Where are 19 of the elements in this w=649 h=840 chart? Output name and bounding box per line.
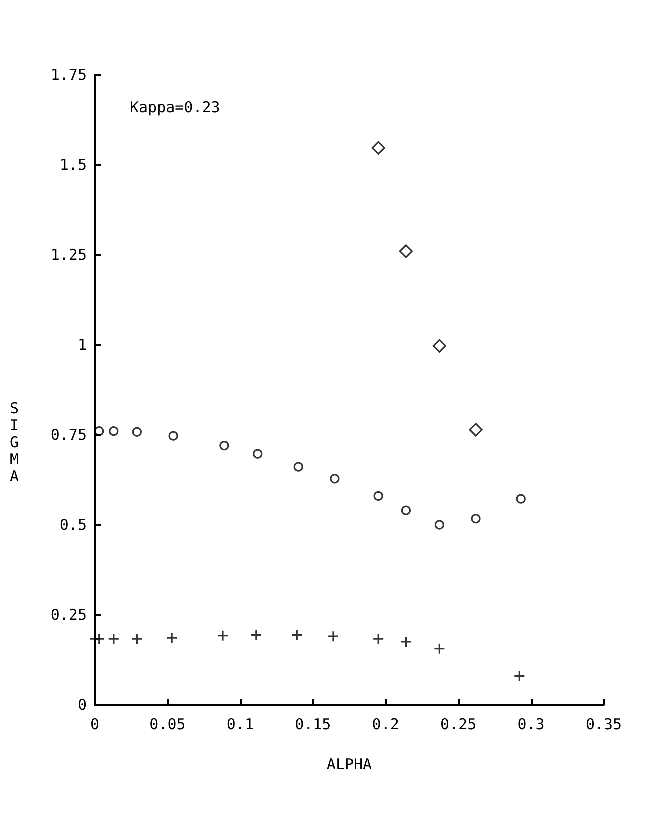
y-axis-title: SIGMA xyxy=(10,400,20,486)
y-tick-label: 0 xyxy=(78,696,87,714)
x-tick-label: 0.3 xyxy=(518,716,545,734)
y-tick-label: 0.5 xyxy=(60,516,87,534)
y-tick-label: 0.25 xyxy=(50,606,87,624)
x-tick-label: 0.1 xyxy=(226,716,254,734)
x-axis-title: ALPHA xyxy=(326,756,372,774)
x-tick-label: 0.35 xyxy=(586,716,622,734)
x-tick-label: 0 xyxy=(90,716,100,734)
annotation: Kappa=0.23 xyxy=(130,98,220,116)
y-tick-label: 1 xyxy=(78,336,87,354)
y-tick-label: 0.75 xyxy=(50,426,87,444)
x-tick-label: 0.05 xyxy=(150,716,186,734)
x-tick-label: 0.25 xyxy=(440,716,477,734)
x-tick-label: 0.15 xyxy=(295,716,332,734)
y-tick-label: 1.75 xyxy=(50,66,87,84)
x-tick-label: 0.2 xyxy=(372,716,400,734)
y-tick-label: 1.5 xyxy=(60,156,87,174)
y-tick-label: 1.25 xyxy=(50,246,87,264)
